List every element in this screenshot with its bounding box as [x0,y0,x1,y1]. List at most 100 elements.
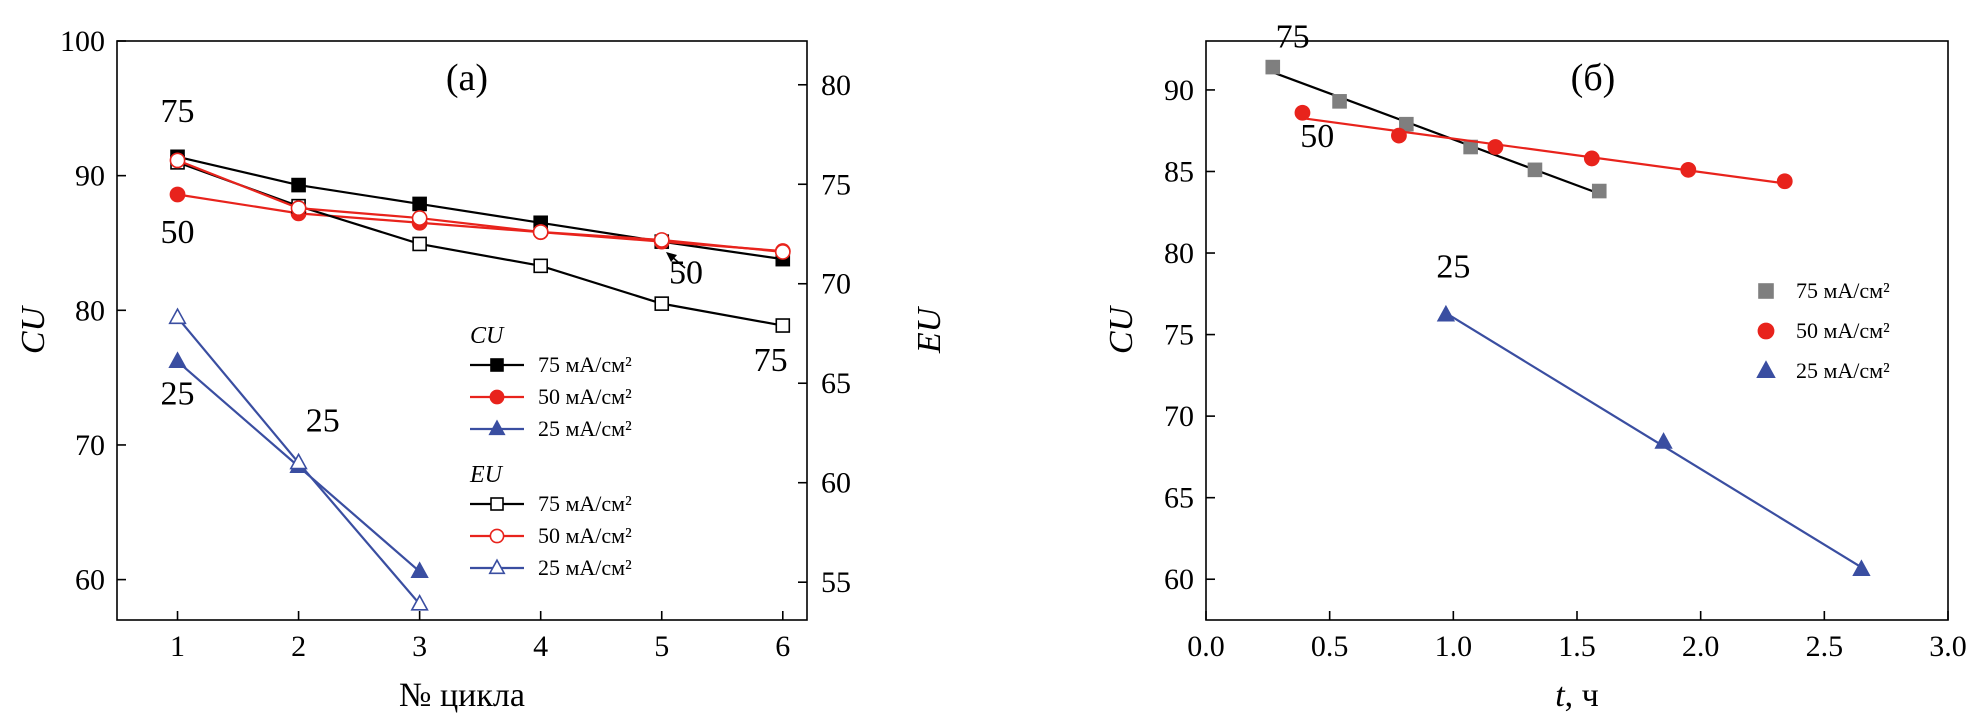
x-tick-label-b: 0.0 [1187,630,1225,663]
legend-label-a-1: 50 мА/см² [538,384,632,409]
data-point-b-1 [1294,104,1311,121]
x-tick-label-b: 0.5 [1311,630,1349,663]
fit-line-b-1 [1302,117,1785,185]
legend-marker-a-1 [489,389,505,405]
legend-marker-b-0 [1758,283,1774,299]
data-point-b-2 [1852,559,1871,576]
x-tick-label-a: 6 [775,630,790,663]
x-tick-label-b: 1.0 [1435,630,1473,663]
annotation-a-4: 50 [669,254,703,291]
legend-marker-a-2 [488,419,506,436]
y2-tick-label-a: 55 [821,566,851,599]
x-tick-label-a: 5 [654,630,669,663]
x-tick-label-b: 2.5 [1806,630,1844,663]
data-point-a-4 [169,152,186,169]
legend-label-b-0: 75 мА/см² [1796,278,1890,303]
y2-tick-label-a: 80 [821,69,851,102]
y-axis-label-a: CU [15,304,52,354]
data-point-b-0 [1527,162,1543,178]
legend-label-b-2: 25 мА/см² [1796,358,1890,383]
legend-label-a-0: 75 мА/см² [538,352,632,377]
data-point-b-2 [1436,304,1456,322]
series-line-a-3 [177,161,783,327]
legend-marker-b-1 [1757,322,1775,340]
data-point-a-5 [168,307,187,325]
data-point-a-2 [410,561,429,579]
plot-frame-a [116,40,808,621]
y2-tick-label-a: 60 [821,467,851,500]
y-tick-label-b: 85 [1164,155,1194,188]
panel-label-b: (б) [1571,57,1616,99]
legend-marker-a-5 [488,558,506,575]
legend-label-b-1: 50 мА/см² [1796,318,1890,343]
y-tick-label-b: 75 [1164,319,1194,352]
x-tick-label-a: 3 [412,630,427,663]
y-tick-label-b: 80 [1164,237,1194,270]
data-point-a-3 [412,236,427,252]
series-line-a-1 [177,193,783,253]
data-point-b-0 [1399,116,1414,132]
data-point-a-4 [532,224,549,240]
x-tick-label-b: 2.0 [1682,630,1720,663]
data-point-b-0 [1591,183,1607,199]
y-tick-label-a: 100 [60,25,105,58]
series-line-a-0 [177,155,783,261]
data-point-a-3 [533,258,548,274]
data-point-a-0 [291,177,306,193]
legend-marker-a-4 [489,528,505,544]
y-tick-label-a: 90 [75,160,105,193]
annotation-b-0: 75 [1276,19,1310,56]
data-point-a-5 [289,452,308,470]
annotation-a-5: 75 [754,342,788,379]
y2-tick-label-a: 65 [821,367,851,400]
legend-label-a-2: 25 мА/см² [538,416,632,441]
y-tick-label-a: 70 [75,429,105,462]
x-axis-label-a: № цикла [399,677,525,714]
legend-marker-b-2 [1756,360,1776,378]
annotation-a-2: 25 [161,376,195,413]
annotation-arrowhead-a [666,252,677,262]
legend-heading-cu: CU [470,323,505,349]
data-point-a-5 [410,593,429,611]
annotation-b-2: 25 [1436,248,1470,285]
y2-tick-label-a: 70 [821,268,851,301]
y-tick-label-b: 65 [1164,482,1194,515]
data-point-b-2 [1654,432,1673,449]
y-tick-label-b: 70 [1164,400,1194,433]
legend-label-a-3: 75 мА/см² [538,491,632,516]
y-tick-label-a: 60 [75,564,105,597]
x-tick-label-b: 3.0 [1929,630,1967,663]
series-line-a-4 [177,159,783,254]
legend-label-a-4: 50 мА/см² [538,523,632,548]
data-point-a-3 [775,318,791,333]
y-tick-label-b: 90 [1164,74,1194,107]
data-point-b-1 [1776,173,1793,190]
x-tick-label-b: 1.5 [1558,630,1596,663]
x-tick-label-a: 1 [170,630,185,663]
data-point-b-0 [1332,94,1347,109]
x-axis-label-b: t, ч [1555,677,1599,714]
data-point-a-4 [653,232,670,248]
annotation-a-1: 50 [161,214,195,251]
x-tick-label-a: 2 [291,630,306,663]
fit-line-b-0 [1272,71,1600,195]
y-tick-label-a: 80 [75,294,105,327]
y-tick-label-b: 60 [1164,563,1194,596]
y2-axis-label-a: EU [911,305,948,354]
data-point-a-1 [169,186,186,203]
fit-line-b-2 [1445,312,1863,569]
data-point-a-4 [411,210,428,226]
data-point-a-2 [168,351,187,369]
legend-marker-a-3 [490,497,504,511]
data-point-a-0 [412,196,427,212]
legend-heading-eu: EU [469,462,504,488]
data-point-b-1 [1583,150,1600,167]
data-point-a-3 [654,296,670,311]
x-tick-label-a: 4 [533,630,548,663]
data-point-b-1 [1680,161,1697,178]
annotation-a-3: 25 [306,402,340,439]
data-point-b-1 [1487,139,1504,155]
legend-marker-a-0 [490,358,504,372]
panel-label-a: (a) [446,57,488,99]
